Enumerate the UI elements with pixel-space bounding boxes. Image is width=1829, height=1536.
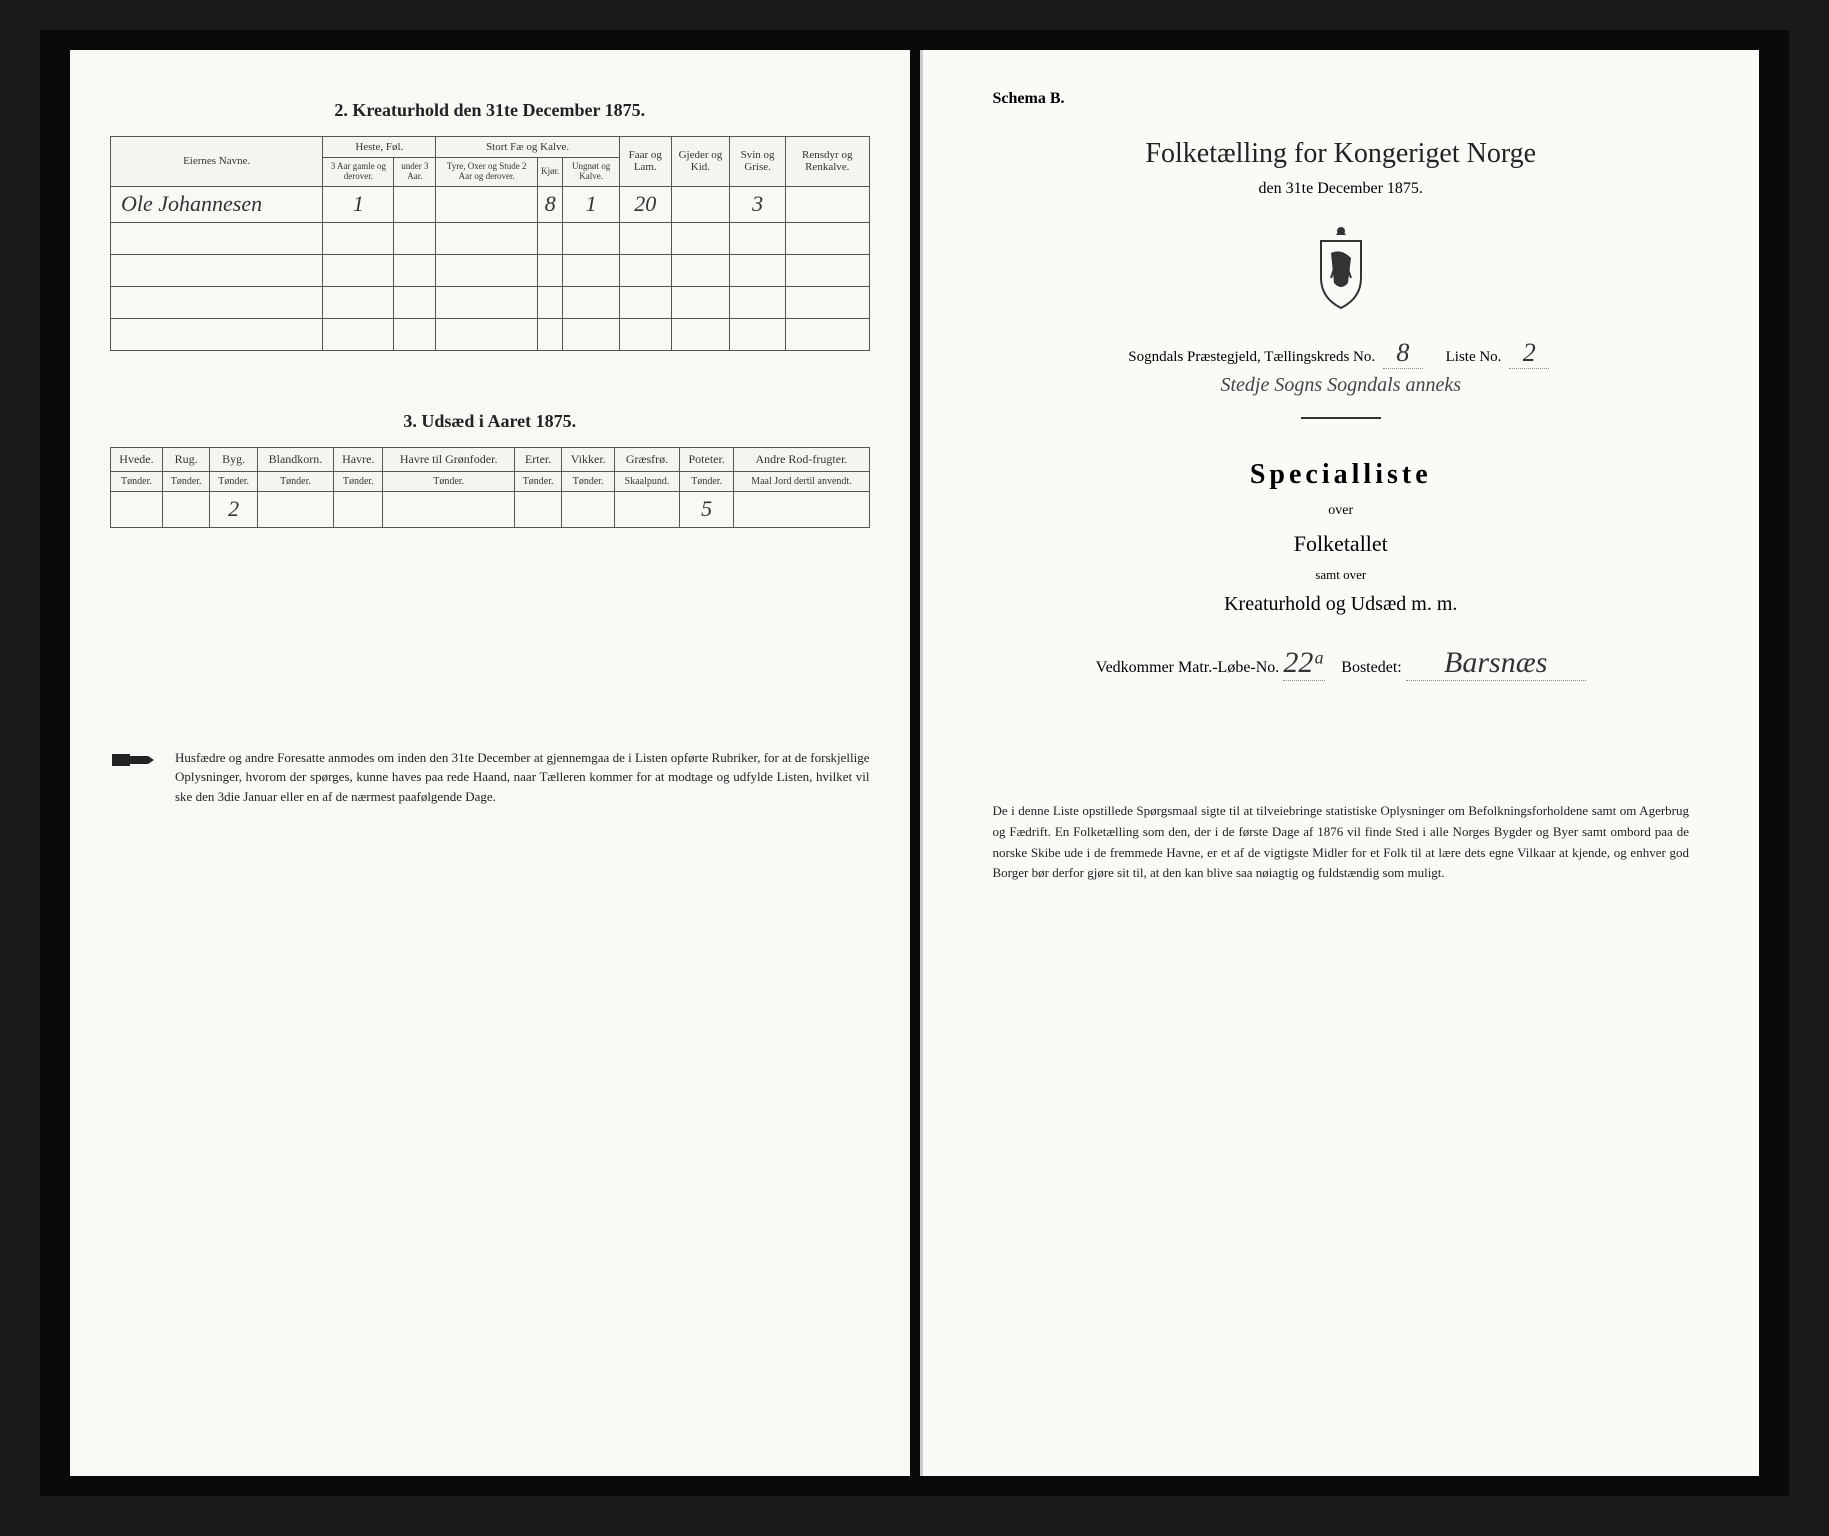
cell: 2: [210, 491, 258, 527]
meta-prefix: Sogndals Præstegjeld, Tællingskreds No.: [1128, 349, 1375, 365]
bottom-paragraph: De i denne Liste opstillede Spørgsmaal s…: [993, 801, 1690, 884]
table-row: 2 5: [111, 491, 870, 527]
col-group-stort: Stort Fæ og Kalve.: [436, 137, 620, 158]
vedkommer-label1: Vedkommer Matr.-Løbe-No.: [1096, 659, 1280, 676]
right-page: Schema B. Folketælling for Kongeriget No…: [920, 50, 1760, 1476]
cell: 5: [679, 491, 733, 527]
kreds-no: 8: [1383, 338, 1423, 369]
vedkommer-label2: Bostedet:: [1341, 659, 1401, 676]
table-row: [111, 254, 870, 286]
col-stort2: Kjør.: [538, 158, 563, 187]
unit: Tønder.: [257, 471, 333, 491]
matr-no: 22ᵃ: [1283, 646, 1325, 681]
cell: [615, 491, 680, 527]
cell-heste1: 1: [323, 186, 394, 222]
kreatur-label: Kreaturhold og Udsæd m. m.: [963, 593, 1720, 616]
main-title: Folketælling for Kongeriget Norge: [963, 138, 1720, 170]
cell-ungnot: 1: [563, 186, 620, 222]
col-grasfro: Græsfrø.: [615, 447, 680, 471]
footnote: Husfædre og andre Foresatte anmodes om i…: [110, 748, 870, 807]
cell: [383, 491, 514, 527]
cell-rensdyr: [785, 186, 869, 222]
col-erter: Erter.: [514, 447, 562, 471]
vedkommer-line: Vedkommer Matr.-Løbe-No. 22ᵃ Bostedet: B…: [963, 646, 1720, 681]
cell-owner: Ole Johannesen: [111, 186, 323, 222]
col-andre: Andre Rod-frugter.: [734, 447, 869, 471]
pointing-hand-icon: [110, 748, 160, 772]
bosted: Barsnæs: [1406, 646, 1586, 681]
unit: Maal Jord dertil anvendt.: [734, 471, 869, 491]
meta-line: Sogndals Præstegjeld, Tællingskreds No. …: [963, 338, 1720, 369]
cell: [514, 491, 562, 527]
cell-kjor: 8: [538, 186, 563, 222]
cell: [111, 491, 163, 527]
col-rensdyr: Rensdyr og Renkalve.: [785, 137, 869, 187]
col-havre-gron: Havre til Grønfoder.: [383, 447, 514, 471]
cell: [562, 491, 615, 527]
special-title: Specialliste: [963, 459, 1720, 491]
livestock-table: Eiernes Navne. Heste, Føl. Stort Fæ og K…: [110, 136, 870, 351]
sub-date: den 31te December 1875.: [963, 180, 1720, 198]
col-owner: Eiernes Navne.: [111, 137, 323, 187]
cell-stort1: [436, 186, 538, 222]
samt-label: samt over: [963, 567, 1720, 583]
col-stort1: Tyre, Oxer og Stude 2 Aar og derover.: [436, 158, 538, 187]
table-row: [111, 222, 870, 254]
unit: Tønder.: [111, 471, 163, 491]
scan-container: 2. Kreaturhold den 31te December 1875. E…: [40, 30, 1789, 1496]
over-label: over: [963, 503, 1720, 519]
col-blandkorn: Blandkorn.: [257, 447, 333, 471]
col-gjeder: Gjeder og Kid.: [671, 137, 730, 187]
cell: [734, 491, 869, 527]
col-group-heste: Heste, Føl.: [323, 137, 436, 158]
section3-title: 3. Udsæd i Aaret 1875.: [110, 411, 870, 432]
cell-svin: 3: [730, 186, 786, 222]
table-row: [111, 286, 870, 318]
unit: Tønder.: [514, 471, 562, 491]
footnote-text: Husfædre og andre Foresatte anmodes om i…: [175, 748, 870, 807]
col-heste1: 3 Aar gamle og derover.: [323, 158, 394, 187]
cell: [257, 491, 333, 527]
col-byg: Byg.: [210, 447, 258, 471]
section2-title: 2. Kreaturhold den 31te December 1875.: [110, 100, 870, 121]
col-hvede: Hvede.: [111, 447, 163, 471]
divider: [1301, 417, 1381, 419]
col-vikker: Vikker.: [562, 447, 615, 471]
seed-table: Hvede. Rug. Byg. Blandkorn. Havre. Havre…: [110, 447, 870, 528]
cell: [162, 491, 210, 527]
coat-of-arms-icon: [1306, 223, 1376, 313]
liste-label: Liste No.: [1446, 349, 1502, 365]
col-stort3: Ungnøt og Kalve.: [563, 158, 620, 187]
schema-label: Schema B.: [993, 90, 1720, 108]
unit: Tønder.: [210, 471, 258, 491]
table-row: Ole Johannesen 1 8 1 20 3: [111, 186, 870, 222]
col-havre: Havre.: [334, 447, 383, 471]
folketallet-label: Folketallet: [963, 531, 1720, 557]
col-poteter: Poteter.: [679, 447, 733, 471]
col-svin: Svin og Grise.: [730, 137, 786, 187]
left-page: 2. Kreaturhold den 31te December 1875. E…: [70, 50, 910, 1476]
cell-gjeder: [671, 186, 730, 222]
cell-faar: 20: [619, 186, 671, 222]
cell: [334, 491, 383, 527]
unit: Tønder.: [383, 471, 514, 491]
table-row: [111, 318, 870, 350]
liste-no: 2: [1509, 338, 1549, 369]
cell-heste2: [394, 186, 436, 222]
col-faar: Faar og Lam.: [619, 137, 671, 187]
col-heste2: under 3 Aar.: [394, 158, 436, 187]
col-rug: Rug.: [162, 447, 210, 471]
unit: Tønder.: [334, 471, 383, 491]
hw-subline: Stedje Sogns Sogndals anneks: [963, 374, 1720, 397]
unit: Skaalpund.: [615, 471, 680, 491]
unit: Tønder.: [679, 471, 733, 491]
unit: Tønder.: [562, 471, 615, 491]
unit: Tønder.: [162, 471, 210, 491]
